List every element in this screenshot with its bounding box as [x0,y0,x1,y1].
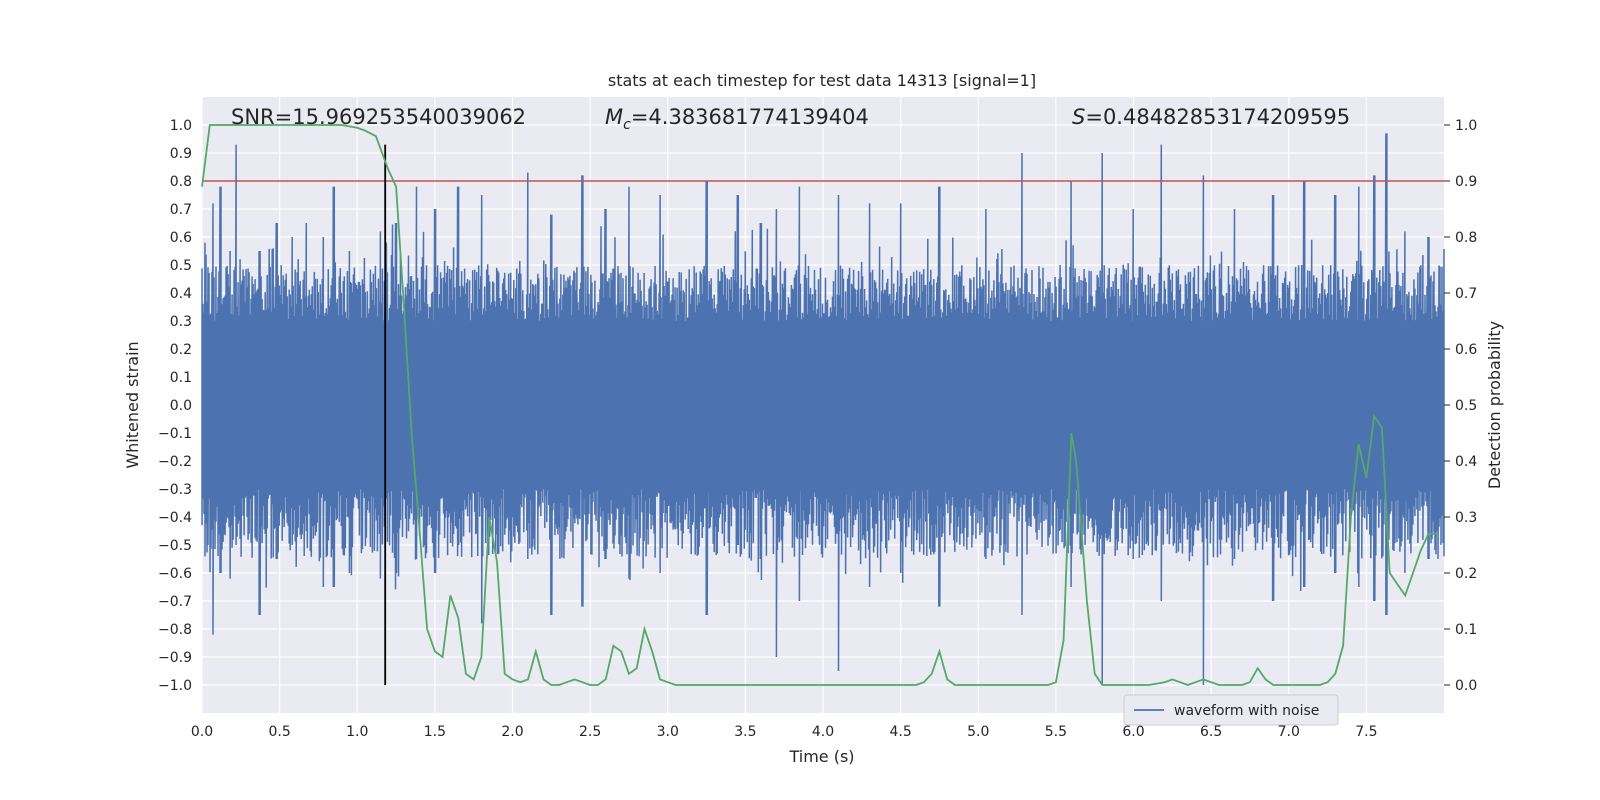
x-tick-label: 3.5 [734,724,756,740]
chart-title: stats at each timestep for test data 143… [608,71,1036,90]
x-tick-label: 0.0 [191,724,213,740]
legend-label-waveform: waveform with noise [1174,703,1319,719]
legend: waveform with noise [1123,694,1339,726]
y-axis-label: Whitened strain [123,341,142,468]
y-tick-label: 0.2 [170,342,192,358]
y-right-tick-label: 0.7 [1455,286,1477,302]
overlay-lines [201,124,1444,686]
y-right-tick-label: 0.0 [1455,678,1477,694]
x-tick-label: 6.5 [1200,724,1222,740]
y-tick-label: −0.9 [158,650,192,666]
x-tick-label: 4.5 [889,724,911,740]
x-tick-label: 2.5 [579,724,601,740]
chirp-mass-annotation: Mc=4.383681774139404 [605,105,869,133]
y-tick-label: −1.0 [158,678,192,694]
y-right-tick-label: 0.6 [1455,342,1477,358]
y-right-tick-label: 0.3 [1455,510,1477,526]
y-tick-label: −0.1 [158,426,192,442]
waveform-line [201,133,1445,686]
y-tick-label: 0.3 [170,314,192,330]
chirp-mass-value: =4.383681774139404 [631,105,869,129]
s-symbol: S [1072,105,1085,129]
y-right-tick-label: 0.4 [1455,454,1477,470]
x-tick-label: 1.0 [346,724,368,740]
y-tick-label: −0.3 [158,482,192,498]
s-annotation: S=0.48482853174209595 [1072,105,1350,129]
y-tick-label: −0.4 [158,510,192,526]
x-axis-label: Time (s) [788,747,854,766]
y-tick-label: −0.6 [158,566,192,582]
y-right-tick-label: 0.5 [1455,398,1477,414]
x-tick-label: 6.0 [1122,724,1144,740]
y-right-tick-label: 0.9 [1455,174,1477,190]
y-tick-label: 0.6 [170,230,192,246]
x-tick-label: 7.0 [1278,724,1300,740]
y-right-tick-label: 0.2 [1455,566,1477,582]
y-tick-label: −0.8 [158,622,192,638]
y-tick-label: 0.1 [170,370,192,386]
y-tick-label: 0.9 [170,146,192,162]
x-tick-label: 3.0 [657,724,679,740]
x-tick-label: 2.0 [501,724,523,740]
y-tick-label: 0.4 [170,286,192,302]
chirp-mass-subscript: c [623,117,631,133]
y-tick-label: 0.7 [170,202,192,218]
y-right-tick-label: 0.1 [1455,622,1477,638]
y-tick-label: 0.0 [170,398,192,414]
y-tick-label: 0.8 [170,174,192,190]
axis-ticks: 0.0 0.5 1.0 1.5 2.0 2.5 3.0 3.5 4.0 4.5 5.0 5.5 6.0 6… [158,118,1477,740]
y-right-tick-label: 1.0 [1455,118,1477,134]
y-tick-label: 0.5 [170,258,192,274]
x-tick-label: 4.0 [812,724,834,740]
waveform-series [201,133,1445,686]
y-tick-label: −0.2 [158,454,192,470]
x-tick-label: 5.5 [1045,724,1067,740]
snr-annotation: SNR=15.969253540039062 [231,105,526,129]
x-tick-label: 7.5 [1355,724,1377,740]
x-tick-label: 0.5 [268,724,290,740]
x-tick-label: 5.0 [967,724,989,740]
s-value: =0.48482853174209595 [1085,105,1350,129]
detection-probability-line [201,124,1437,686]
y-right-tick-label: 0.8 [1455,230,1477,246]
legend-box [1123,694,1339,726]
y-tick-label: 1.0 [170,118,192,134]
y-axis-right-label: Detection probability [1485,321,1504,489]
y-tick-label: −0.5 [158,538,192,554]
x-tick-label: 1.5 [424,724,446,740]
y-tick-label: −0.7 [158,594,192,610]
chirp-mass-symbol: M [605,105,623,129]
